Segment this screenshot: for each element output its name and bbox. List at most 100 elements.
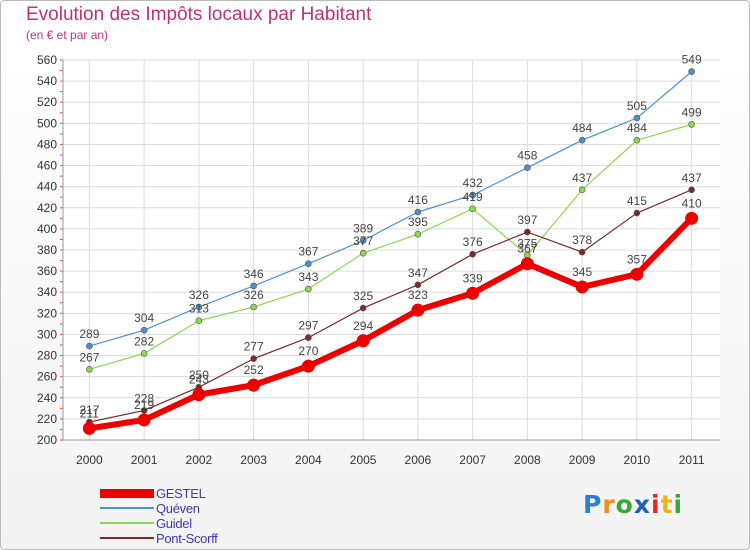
data-point: [685, 211, 699, 225]
data-label: 252: [244, 363, 264, 377]
x-tick-label: 2007: [459, 453, 486, 467]
chart-title: Evolution des Impôts locaux par Habitant: [26, 4, 372, 25]
y-tick-label: 240: [37, 391, 57, 405]
legend-label: Guidel: [156, 515, 192, 531]
data-label: 211: [80, 406, 99, 420]
legend-swatch: [100, 537, 154, 539]
data-label: 270: [298, 344, 318, 358]
y-tick-label: 200: [37, 433, 57, 447]
proxiti-logo: Proxiti: [583, 490, 683, 519]
data-label: 378: [572, 233, 592, 247]
data-label: 282: [134, 334, 154, 348]
data-label: 297: [298, 319, 318, 333]
data-point: [578, 136, 586, 144]
legend-label: GESTEL: [156, 485, 206, 501]
data-label: 294: [353, 319, 373, 333]
data-point: [305, 334, 312, 341]
data-label: 415: [627, 194, 647, 208]
data-label: 437: [572, 171, 592, 185]
y-tick-label: 460: [37, 159, 57, 173]
data-label: 419: [463, 190, 483, 204]
data-point: [524, 228, 531, 236]
data-point: [578, 186, 586, 194]
data-label: 367: [517, 242, 537, 256]
data-point: [137, 413, 151, 427]
data-label: 397: [517, 213, 537, 227]
y-tick-label: 420: [37, 201, 57, 215]
y-tick-label: 560: [37, 53, 57, 67]
data-label: 326: [189, 288, 209, 302]
data-label: 416: [408, 193, 428, 207]
y-tick-label: 400: [37, 222, 57, 236]
x-tick-label: 2004: [295, 453, 322, 467]
x-tick-label: 2009: [569, 453, 596, 467]
data-point: [250, 355, 257, 363]
data-point: [469, 205, 476, 213]
y-tick-label: 520: [37, 95, 57, 109]
data-point: [140, 326, 148, 334]
data-point: [575, 280, 589, 294]
data-label: 549: [682, 53, 702, 67]
data-label: 277: [244, 340, 264, 354]
data-point: [140, 350, 148, 357]
logo-letter: P: [583, 490, 603, 519]
data-label: 376: [463, 235, 483, 249]
y-tick-label: 300: [37, 327, 57, 341]
y-tick-label: 220: [37, 412, 57, 426]
data-point: [86, 342, 93, 350]
data-label: 437: [682, 171, 702, 185]
data-point: [630, 267, 644, 281]
data-label: 458: [517, 149, 537, 163]
legend-swatch: [100, 488, 154, 498]
data-label: 505: [627, 99, 647, 113]
data-point: [578, 248, 586, 256]
series-line-qu-ven: [89, 71, 693, 347]
data-label: 375: [517, 236, 537, 250]
data-label: 389: [353, 222, 373, 236]
data-label: 432: [463, 176, 483, 190]
logo-letter: r: [602, 490, 616, 519]
data-point: [633, 136, 641, 144]
y-tick-label: 500: [37, 116, 57, 130]
data-point: [469, 191, 476, 199]
x-tick-label: 2003: [240, 453, 267, 467]
y-tick-label: 280: [37, 349, 57, 363]
data-label: 304: [134, 311, 154, 325]
data-label: 410: [682, 196, 702, 210]
data-label: 267: [79, 350, 99, 364]
data-label: 219: [134, 398, 154, 412]
data-point: [301, 359, 315, 373]
data-point: [688, 68, 695, 75]
data-label: 326: [244, 288, 264, 302]
data-label: 228: [134, 391, 154, 405]
data-label: 243: [189, 373, 209, 387]
legend-item: GESTEL: [100, 485, 206, 501]
data-label: 484: [572, 121, 592, 135]
data-point: [86, 365, 93, 373]
data-point: [250, 282, 257, 290]
y-tick-label: 440: [37, 180, 57, 194]
data-point: [633, 114, 641, 122]
data-label: 346: [244, 267, 264, 281]
logo-letter: i: [651, 490, 661, 519]
x-tick-label: 2008: [514, 453, 541, 467]
x-tick-label: 2001: [131, 453, 158, 467]
legend-item: Guidel: [100, 515, 192, 531]
y-tick-label: 360: [37, 264, 57, 278]
data-point: [469, 250, 476, 258]
logo-letter: o: [615, 490, 634, 519]
series-line-guidel: [89, 123, 692, 370]
x-tick-label: 2010: [624, 453, 651, 467]
x-tick-label: 2000: [76, 453, 103, 467]
data-label: 325: [353, 289, 373, 303]
y-tick-label: 320: [37, 306, 57, 320]
data-label: 499: [682, 105, 702, 119]
data-label: 357: [627, 252, 647, 266]
data-point: [359, 304, 367, 312]
data-point: [688, 121, 695, 128]
data-label: 250: [189, 368, 209, 382]
series-line-gestel: [88, 216, 694, 432]
data-point: [359, 237, 367, 244]
data-point: [305, 260, 312, 268]
